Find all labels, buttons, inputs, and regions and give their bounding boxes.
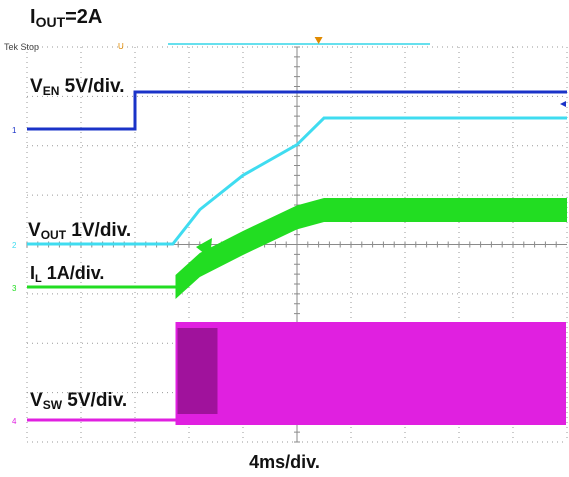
trigger-position-marker	[314, 37, 323, 44]
x-axis-label: 4ms/div.	[249, 452, 320, 472]
scope-status: Tek Stop	[4, 42, 39, 52]
trace-label: VOUT 1V/div.	[28, 220, 131, 242]
channel-marker: 3	[12, 284, 17, 293]
il-ripple-band	[175, 198, 567, 299]
trace-1	[27, 90, 567, 131]
trace-label: VEN 5V/div.	[30, 76, 124, 98]
chart-title: IOUT=2A	[30, 6, 103, 30]
trace-2	[27, 116, 567, 246]
channel-marker: 1	[12, 126, 17, 135]
channel-marker: 2	[12, 241, 17, 250]
vsw-startup-block	[177, 328, 218, 414]
trace-label: VSW 5V/div.	[30, 390, 127, 412]
vsw-switching-block	[175, 322, 566, 425]
trace-label: IL 1A/div.	[30, 263, 104, 285]
il-arrow	[196, 238, 212, 258]
en-right-pointer	[560, 101, 566, 107]
channel-marker: 4	[12, 417, 17, 426]
trigger-marker: U	[118, 42, 124, 51]
